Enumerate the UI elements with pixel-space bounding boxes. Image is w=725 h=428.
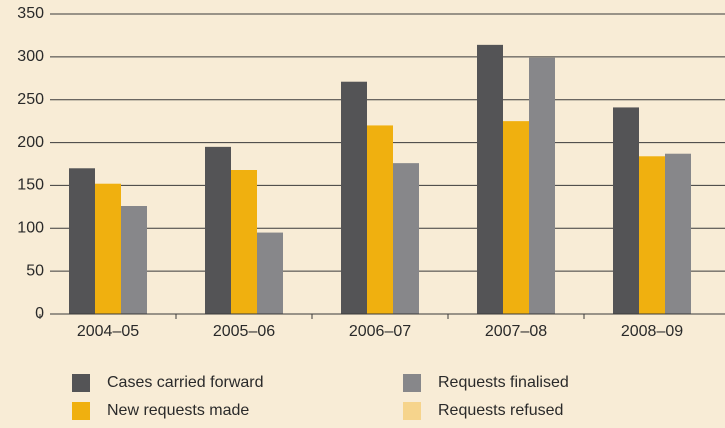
y-tick-label: 100 (17, 220, 44, 237)
x-tick-label: 2006–07 (349, 323, 411, 340)
legend-label: Requests finalised (438, 374, 569, 391)
x-tick-label: 2008–09 (621, 323, 683, 340)
x-tick-label: 2004–05 (77, 323, 139, 340)
y-tick-label: 250 (17, 91, 44, 108)
legend-swatch (72, 374, 90, 392)
bar (503, 121, 529, 315)
x-tick-label: 2005–06 (213, 323, 275, 340)
bar (95, 183, 121, 314)
y-tick-label: 50 (26, 262, 44, 279)
y-tick-label: 300 (17, 48, 44, 65)
legend-swatch (72, 402, 90, 420)
bar (665, 153, 691, 314)
y-tick-label: 150 (17, 177, 44, 194)
legend-label: Cases carried forward (107, 374, 264, 391)
legend-label: New requests made (107, 402, 249, 419)
bar (529, 57, 555, 314)
bar (639, 156, 665, 314)
bar (367, 125, 393, 314)
y-tick-label: 350 (17, 5, 44, 22)
legend-swatch (403, 374, 421, 392)
bar (231, 170, 257, 314)
x-tick-label: 2007–08 (485, 323, 547, 340)
bar (393, 163, 419, 314)
bar (477, 44, 503, 314)
bar (341, 81, 367, 314)
y-tick-label: 200 (17, 134, 44, 151)
y-tick-label: 0 (35, 305, 44, 322)
legend-swatch (403, 402, 421, 420)
bar (257, 232, 283, 314)
bar (613, 107, 639, 314)
bar (121, 206, 147, 314)
bar (205, 146, 231, 314)
bar (69, 168, 95, 314)
legend-label: Requests refused (438, 402, 563, 419)
